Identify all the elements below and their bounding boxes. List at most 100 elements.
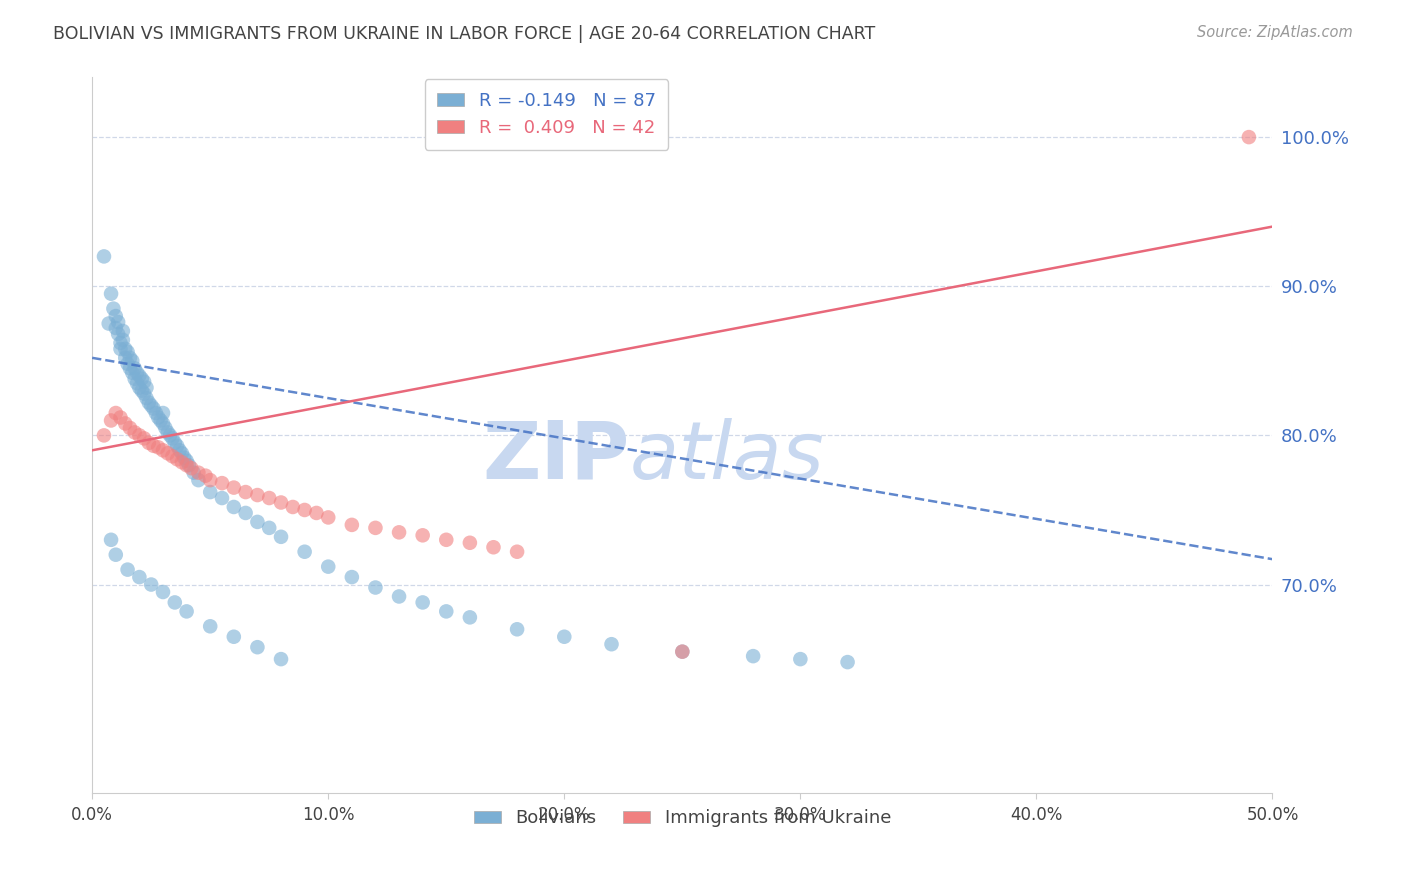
Point xyxy=(170,455,193,469)
Point xyxy=(506,622,529,636)
Point xyxy=(104,309,127,323)
Point xyxy=(162,431,184,445)
Point xyxy=(163,435,186,450)
Point xyxy=(138,435,160,450)
Text: atlas: atlas xyxy=(630,417,824,496)
Point xyxy=(162,450,184,464)
Point xyxy=(281,500,304,514)
Point xyxy=(412,528,434,542)
Point xyxy=(176,458,198,473)
Point xyxy=(458,610,481,624)
Point xyxy=(246,640,269,655)
Point xyxy=(235,485,257,500)
Point xyxy=(135,381,157,395)
Point xyxy=(148,410,170,425)
Point xyxy=(145,406,167,420)
Point xyxy=(132,375,155,389)
Point xyxy=(128,368,150,383)
Point xyxy=(257,521,280,535)
Point xyxy=(118,421,141,435)
Point xyxy=(124,361,146,376)
Point xyxy=(141,577,163,591)
Text: ZIP: ZIP xyxy=(482,417,630,496)
Point xyxy=(93,428,115,442)
Point xyxy=(131,384,153,398)
Point xyxy=(125,366,148,380)
Point xyxy=(93,249,115,263)
Point xyxy=(412,595,434,609)
Point xyxy=(458,535,481,549)
Point xyxy=(671,645,693,659)
Point xyxy=(131,372,153,386)
Point xyxy=(173,450,195,465)
Point xyxy=(103,301,125,316)
Point xyxy=(114,342,136,356)
Point xyxy=(166,452,188,467)
Point xyxy=(107,315,129,329)
Point xyxy=(142,401,165,416)
Point xyxy=(155,421,177,435)
Point xyxy=(340,517,363,532)
Point xyxy=(117,344,139,359)
Point xyxy=(114,417,136,431)
Point xyxy=(169,443,191,458)
Point xyxy=(118,351,141,365)
Point xyxy=(671,645,693,659)
Point xyxy=(270,530,292,544)
Point xyxy=(388,590,411,604)
Point xyxy=(506,545,529,559)
Point xyxy=(180,461,202,475)
Point xyxy=(124,372,146,386)
Point xyxy=(434,604,457,618)
Text: BOLIVIAN VS IMMIGRANTS FROM UKRAINE IN LABOR FORCE | AGE 20-64 CORRELATION CHART: BOLIVIAN VS IMMIGRANTS FROM UKRAINE IN L… xyxy=(53,25,876,43)
Point xyxy=(388,525,411,540)
Point xyxy=(187,473,209,487)
Point xyxy=(294,545,316,559)
Point xyxy=(194,468,217,483)
Point xyxy=(138,395,160,409)
Point xyxy=(434,533,457,547)
Point xyxy=(132,386,155,401)
Point xyxy=(246,488,269,502)
Point xyxy=(110,342,132,356)
Point xyxy=(270,495,292,509)
Point xyxy=(200,619,222,633)
Point xyxy=(364,521,387,535)
Point xyxy=(152,443,174,458)
Point xyxy=(142,439,165,453)
Point xyxy=(742,649,765,664)
Point xyxy=(789,652,811,666)
Point xyxy=(121,354,143,368)
Point xyxy=(132,431,155,445)
Point xyxy=(553,630,575,644)
Point xyxy=(97,317,120,331)
Point xyxy=(118,361,141,376)
Point xyxy=(156,425,179,440)
Point xyxy=(117,357,139,371)
Point xyxy=(156,446,179,460)
Point xyxy=(141,399,163,413)
Point xyxy=(1237,130,1260,145)
Point xyxy=(600,637,623,651)
Point xyxy=(114,351,136,365)
Point xyxy=(200,473,222,487)
Point xyxy=(211,476,233,491)
Point xyxy=(170,446,193,460)
Point xyxy=(176,454,198,468)
Point xyxy=(125,376,148,391)
Point xyxy=(124,425,146,440)
Point xyxy=(316,559,339,574)
Point xyxy=(837,655,859,669)
Point xyxy=(316,510,339,524)
Legend: Bolivians, Immigrants from Ukraine: Bolivians, Immigrants from Ukraine xyxy=(467,802,898,834)
Point xyxy=(135,391,157,405)
Point xyxy=(100,413,122,427)
Point xyxy=(235,506,257,520)
Point xyxy=(177,458,200,473)
Point xyxy=(111,333,134,347)
Point xyxy=(152,417,174,431)
Point xyxy=(110,410,132,425)
Text: Source: ZipAtlas.com: Source: ZipAtlas.com xyxy=(1197,25,1353,40)
Point xyxy=(104,406,127,420)
Point xyxy=(110,335,132,350)
